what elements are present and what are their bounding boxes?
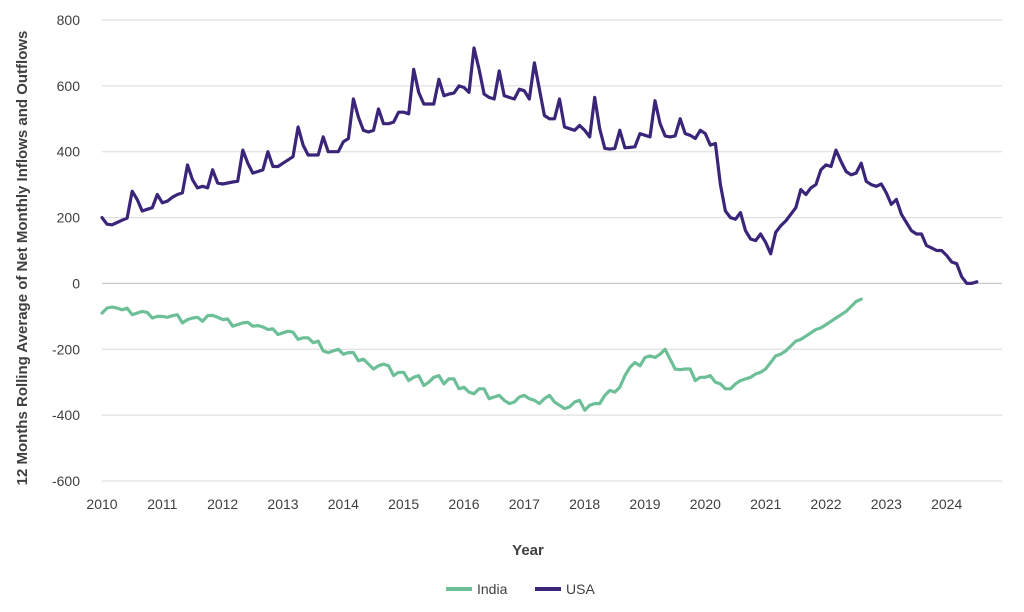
- series-lines: [100, 46, 979, 412]
- y-tick-label: -600: [52, 473, 80, 489]
- y-axis-ticks: 800 600 400 200 0 -200 -400 -600: [52, 12, 80, 489]
- x-tick-label: 2019: [629, 496, 660, 512]
- x-tick-label: 2014: [328, 496, 359, 512]
- gridlines: [102, 19, 1002, 482]
- y-tick-label: 600: [57, 78, 81, 94]
- x-tick-label: 2018: [569, 496, 600, 512]
- x-tick-label: 2015: [388, 496, 419, 512]
- y-axis-title: 12 Months Rolling Average of Net Monthly…: [14, 31, 31, 486]
- y-tick-label: -200: [52, 341, 80, 357]
- y-tick-label: 800: [57, 12, 81, 28]
- x-tick-label: 2022: [810, 496, 841, 512]
- x-tick-label: 2023: [871, 496, 902, 512]
- x-axis-ticks: 2010 2011 2012 2013 2014 2015 2016 2017 2018 2019…: [86, 496, 962, 512]
- y-tick-label: 400: [57, 144, 81, 160]
- legend: India USA: [446, 581, 595, 597]
- x-axis-title: Year: [512, 542, 544, 559]
- y-tick-label: -400: [52, 407, 80, 423]
- x-tick-label: 2011: [147, 496, 177, 512]
- series-line-usa: [100, 46, 979, 285]
- y-tick-label: 200: [57, 210, 81, 226]
- x-tick-label: 2013: [267, 496, 298, 512]
- x-tick-label: 2016: [448, 496, 479, 512]
- x-tick-label: 2010: [86, 496, 117, 512]
- series-line-india: [100, 297, 863, 412]
- x-tick-label: 2021: [750, 496, 781, 512]
- x-tick-label: 2024: [931, 496, 962, 512]
- y-tick-label: 0: [72, 275, 80, 291]
- legend-label-india: India: [477, 581, 508, 597]
- x-tick-label: 2012: [207, 496, 238, 512]
- legend-label-usa: USA: [566, 581, 595, 597]
- x-tick-label: 2020: [690, 496, 721, 512]
- x-tick-label: 2017: [509, 496, 540, 512]
